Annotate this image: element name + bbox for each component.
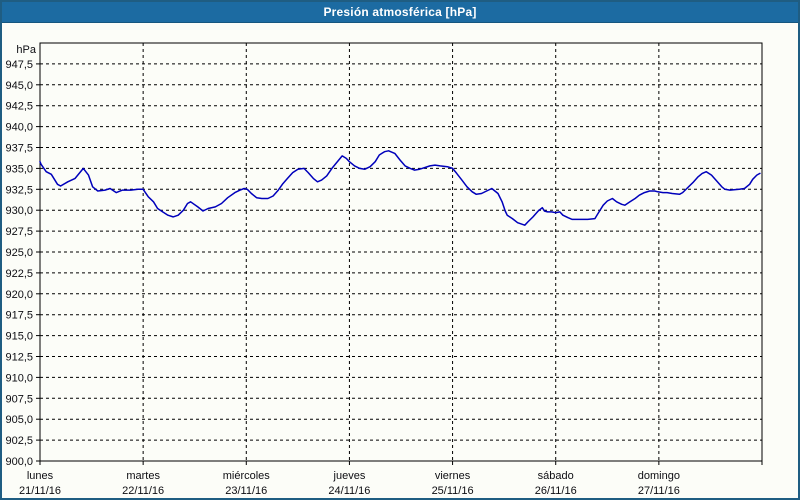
- x-date-label: 26/11/16: [535, 485, 577, 497]
- y-axis-unit-label: hPa: [16, 44, 36, 56]
- x-day-label: lunes: [27, 470, 54, 482]
- y-tick-label: 930,0: [5, 205, 33, 217]
- y-tick-label: 947,5: [5, 59, 33, 71]
- x-day-label: jueves: [333, 470, 366, 482]
- pressure-line: [39, 150, 761, 226]
- y-tick-label: 927,5: [5, 226, 33, 238]
- x-day-label: domingo: [638, 470, 680, 482]
- y-tick-label: 932,5: [5, 184, 33, 196]
- x-date-label: 21/11/16: [19, 485, 61, 497]
- y-tick-label: 902,5: [5, 435, 33, 447]
- x-day-label: viernes: [435, 470, 471, 482]
- x-date-label: 24/11/16: [328, 485, 370, 497]
- y-tick-label: 945,0: [5, 80, 33, 92]
- x-day-label: martes: [126, 470, 160, 482]
- x-date-label: 23/11/16: [225, 485, 267, 497]
- y-tick-label: 937,5: [5, 143, 33, 155]
- y-tick-label: 940,0: [5, 122, 33, 134]
- x-day-label: sábado: [538, 470, 574, 482]
- y-tick-label: 907,5: [5, 393, 33, 405]
- pressure-chart-svg: 947,5 945,0 942,5 940,0 937,5 935,0 932,5 930,0…: [5, 42, 763, 497]
- x-date-label: 22/11/16: [122, 485, 164, 497]
- y-tick-label: 915,0: [5, 331, 33, 343]
- y-tick-label: 935,0: [5, 163, 33, 175]
- y-tick-label: 917,5: [5, 310, 33, 322]
- y-tick-label: 910,0: [5, 372, 33, 384]
- y-tick-label: 920,0: [5, 289, 33, 301]
- plot-frame: [39, 42, 763, 462]
- page-title: Presión atmosférica [hPa]: [323, 5, 477, 19]
- y-tick-label: 912,5: [5, 352, 33, 364]
- y-tick-label: 922,5: [5, 268, 33, 280]
- chart-area: 947,5 945,0 942,5 940,0 937,5 935,0 932,5 930,0…: [2, 23, 798, 498]
- y-tick-label: 905,0: [5, 414, 33, 426]
- y-tick-label: 942,5: [5, 101, 33, 113]
- x-day-label: miércoles: [223, 470, 271, 482]
- x-date-label: 25/11/16: [432, 485, 474, 497]
- y-tick-label: 900,0: [5, 456, 33, 468]
- title-bar: Presión atmosférica [hPa]: [2, 2, 798, 23]
- x-date-label: 27/11/16: [638, 485, 680, 497]
- y-tick-label: 925,0: [5, 247, 33, 259]
